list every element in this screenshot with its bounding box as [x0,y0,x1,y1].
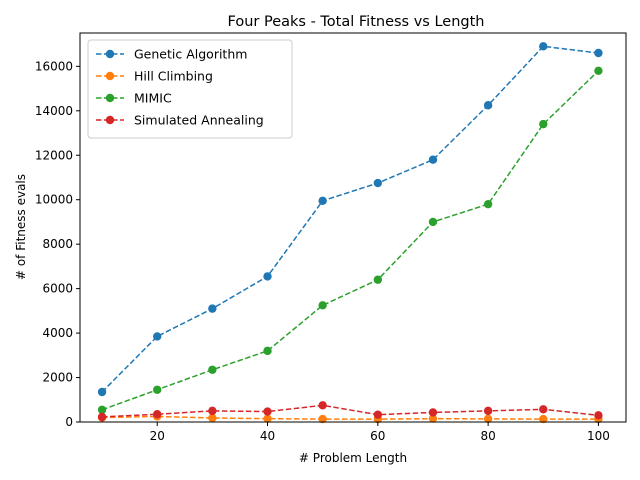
legend-label-genetic-algorithm: Genetic Algorithm [134,47,247,62]
y-tick-label: 6000 [42,282,73,296]
data-point-hill-climbing [263,414,272,423]
y-tick-label: 14000 [35,104,73,118]
data-point-mimic [539,119,548,129]
data-point-simulated-annealing [263,407,272,416]
data-point-genetic-algorithm [373,178,383,188]
x-tick-label: 40 [260,429,275,443]
data-point-mimic [153,385,162,394]
data-point-genetic-algorithm [539,42,548,51]
data-point-hill-climbing [428,414,438,423]
x-tick-label: 80 [480,429,495,443]
plot-frame [79,32,627,423]
y-tick-label: 8000 [42,237,73,251]
data-point-genetic-algorithm [318,196,327,206]
data-point-hill-climbing [483,414,493,424]
data-point-hill-climbing [539,414,548,424]
data-point-hill-climbing [318,414,327,424]
data-point-genetic-algorithm [208,304,217,313]
data-point-simulated-annealing [153,410,162,419]
data-point-mimic [208,365,217,374]
data-point-mimic [263,346,272,356]
legend-label-hill-climbing: Hill Climbing [134,69,213,84]
data-point-mimic [373,275,383,284]
legend-label-simulated-annealing: Simulated Annealing [134,113,264,128]
data-point-simulated-annealing [428,408,438,417]
x-tick-label: 100 [587,429,610,443]
x-axis-label: # Problem Length [299,451,407,465]
data-point-genetic-algorithm [153,332,162,341]
chart-title: Four Peaks - Total Fitness vs Length [228,14,485,30]
y-tick-label: 16000 [35,59,73,73]
data-point-simulated-annealing [483,406,493,416]
data-point-simulated-annealing [373,410,383,419]
plot-area [97,42,603,424]
series-line-hill-climbing [102,415,599,420]
data-point-genetic-algorithm [263,272,272,281]
legend-label-mimic: MIMIC [134,91,172,106]
data-point-mimic [483,199,493,209]
data-point-simulated-annealing [208,406,217,416]
series-line-genetic-algorithm [101,45,599,393]
data-point-mimic [594,66,603,75]
legend-marker-mimic [105,93,115,103]
y-axis: 0 2000 4000 6000 8000 10000 12000 14000 16000 [35,59,80,429]
data-point-simulated-annealing [318,401,327,410]
legend: Genetic Algorithm Hill Climbing MIMIC Simul… [87,39,293,139]
legend-box [87,39,293,139]
y-tick-label: 10000 [35,193,73,207]
y-tick-label: 4000 [42,326,73,340]
series-line-simulated-annealing [102,404,599,418]
legend-marker-genetic-algorithm [105,49,115,59]
y-tick-label: 2000 [42,371,73,385]
y-tick-label: 12000 [35,148,73,162]
y-axis-label: # of Fitness evals [14,174,28,280]
data-point-genetic-algorithm [483,101,493,110]
data-point-genetic-algorithm [428,155,438,164]
data-point-mimic [318,301,327,310]
legend-marker-simulated-annealing [105,115,115,125]
x-tick-label: 60 [370,429,385,443]
data-point-mimic [97,405,107,414]
data-point-genetic-algorithm [594,48,603,58]
legend-marker-hill-climbing [105,71,115,81]
data-point-hill-climbing [208,413,217,423]
data-point-genetic-algorithm [97,387,107,397]
data-point-simulated-annealing [97,412,107,422]
data-point-mimic [428,217,438,227]
x-axis: 20 40 60 80 100 [150,422,610,443]
y-tick-label: 0 [65,415,73,429]
x-tick-label: 20 [150,429,165,443]
data-point-simulated-annealing [539,405,548,414]
series-line-mimic [101,70,599,411]
data-point-simulated-annealing [594,411,603,420]
